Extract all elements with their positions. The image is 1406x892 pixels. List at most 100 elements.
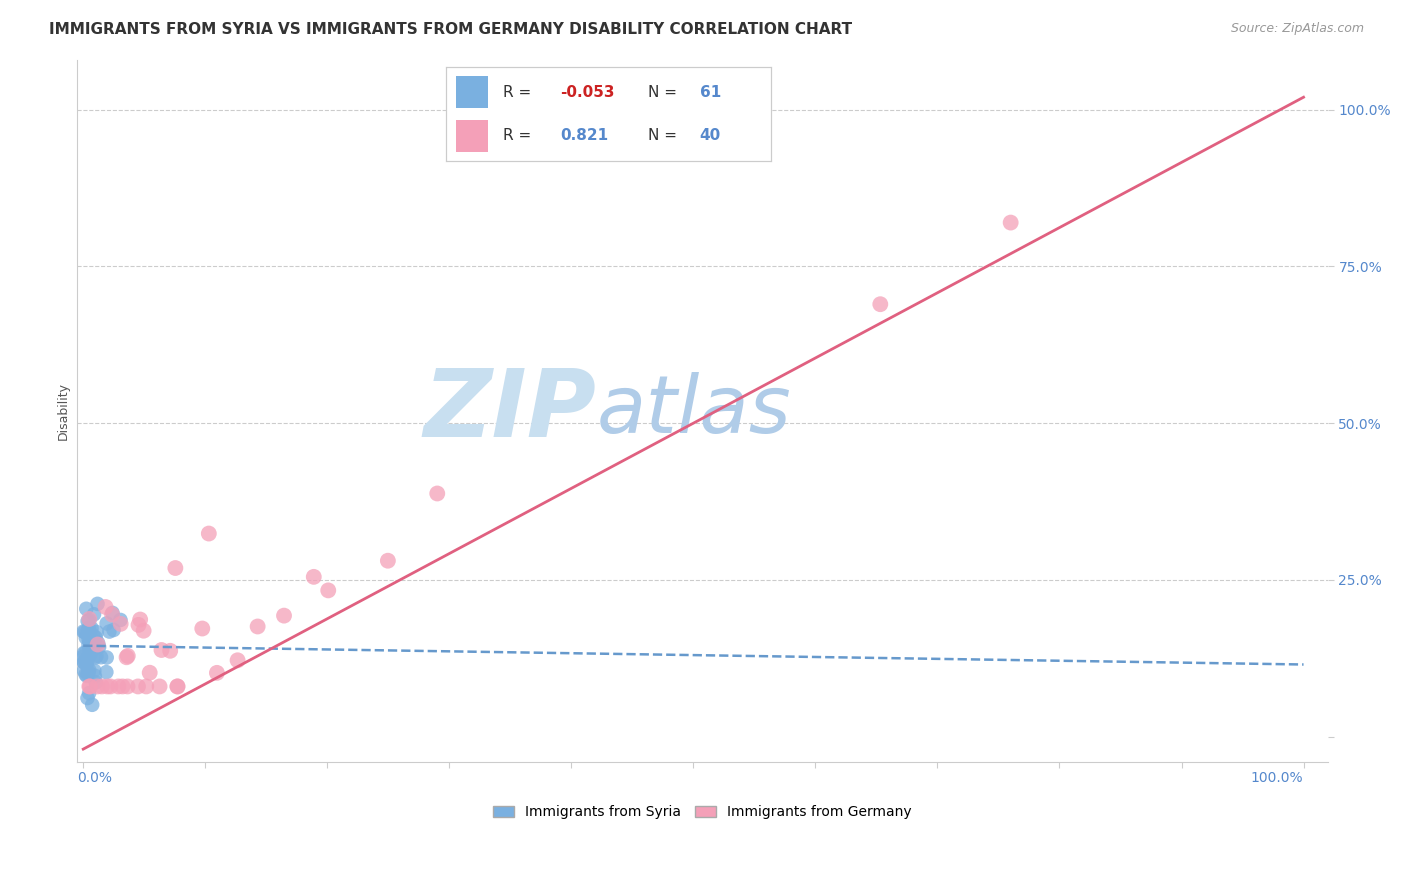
Point [77, 621, 100, 635]
Point [80, 640, 103, 655]
Point [226, 653, 249, 667]
Point [166, 680, 188, 694]
Point [76, 691, 98, 706]
Legend: Immigrants from Syria, Immigrants from Germany: Immigrants from Syria, Immigrants from G… [488, 800, 917, 825]
Point [198, 526, 221, 541]
Point [79, 629, 101, 643]
Point [87, 640, 110, 654]
Point [115, 650, 138, 665]
Point [77, 667, 100, 681]
Point [82, 628, 104, 642]
Point [96, 665, 118, 680]
Point [87, 636, 110, 650]
Point [75, 655, 97, 669]
Point [84, 631, 107, 645]
Point [101, 607, 124, 622]
Point [166, 680, 188, 694]
Point [426, 486, 449, 500]
Point [77, 686, 100, 700]
Point [127, 680, 149, 694]
Point [86, 625, 108, 640]
Point [117, 680, 139, 694]
Point [82, 698, 104, 712]
Point [83, 664, 105, 678]
Y-axis label: Disability: Disability [58, 382, 70, 440]
Point [77, 632, 100, 647]
Point [90, 650, 112, 665]
Point [148, 680, 170, 694]
Point [80, 621, 103, 635]
Text: ZIP: ZIP [423, 365, 596, 457]
Point [79, 634, 101, 648]
Point [165, 561, 187, 575]
Point [110, 616, 132, 631]
Point [80, 633, 103, 648]
Point [90, 680, 112, 694]
Point [76, 650, 98, 665]
Point [83, 607, 105, 622]
Point [110, 613, 132, 627]
Point [94, 599, 117, 614]
Text: 0.0%: 0.0% [77, 771, 112, 785]
Point [75, 631, 97, 645]
Text: IMMIGRANTS FROM SYRIA VS IMMIGRANTS FROM GERMANY DISABILITY CORRELATION CHART: IMMIGRANTS FROM SYRIA VS IMMIGRANTS FROM… [49, 22, 852, 37]
Point [73, 656, 96, 670]
Point [75, 667, 97, 681]
Point [79, 680, 101, 694]
Point [79, 641, 101, 656]
Point [132, 624, 155, 638]
Text: 100.0%: 100.0% [1251, 771, 1303, 785]
Point [79, 647, 101, 661]
Point [107, 680, 129, 694]
Point [72, 624, 94, 639]
Point [96, 616, 118, 631]
Point [77, 663, 100, 677]
Point [79, 648, 101, 662]
Point [77, 638, 100, 652]
Point [273, 608, 295, 623]
Point [72, 649, 94, 664]
Point [84, 675, 107, 690]
Point [86, 648, 108, 663]
Point [83, 637, 105, 651]
Point [129, 613, 152, 627]
Point [191, 622, 214, 636]
Point [128, 618, 150, 632]
Point [86, 638, 108, 652]
Point [96, 680, 118, 694]
Point [75, 601, 97, 615]
Point [73, 664, 96, 678]
Point [73, 646, 96, 660]
Point [86, 680, 108, 694]
Point [76, 669, 98, 683]
Point [117, 648, 139, 663]
Point [205, 665, 228, 680]
Point [98, 624, 121, 639]
Point [79, 612, 101, 626]
Point [79, 644, 101, 658]
Point [869, 297, 891, 311]
Point [135, 680, 157, 694]
Point [96, 650, 118, 665]
Point [111, 680, 134, 694]
Point [101, 606, 124, 620]
Point [73, 655, 96, 669]
Point [302, 570, 325, 584]
Text: atlas: atlas [596, 372, 792, 450]
Point [76, 657, 98, 672]
Point [75, 646, 97, 660]
Point [77, 613, 100, 627]
Text: Source: ZipAtlas.com: Source: ZipAtlas.com [1230, 22, 1364, 36]
Point [73, 625, 96, 640]
Point [76, 653, 98, 667]
Point [77, 624, 100, 638]
Point [100, 680, 122, 694]
Point [159, 644, 181, 658]
Point [75, 626, 97, 640]
Point [1000, 216, 1022, 230]
Point [77, 665, 100, 680]
Point [150, 643, 173, 657]
Point [79, 630, 101, 644]
Point [246, 619, 269, 633]
Point [138, 665, 160, 680]
